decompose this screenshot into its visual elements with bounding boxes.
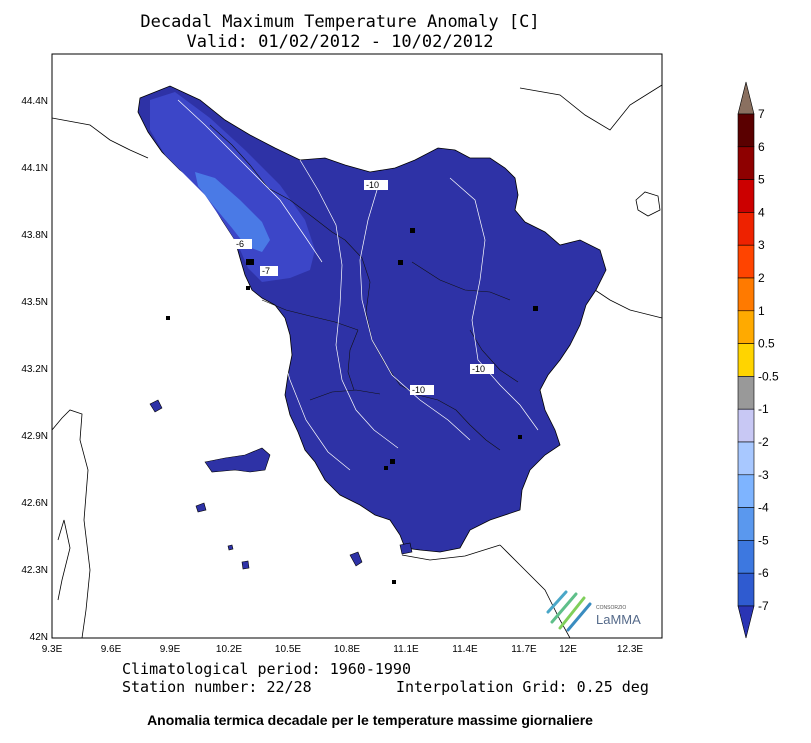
lon-tick-label: 12.3E — [617, 644, 643, 655]
lat-tick-label: 44.4N — [21, 96, 48, 107]
map-title: Decadal Maximum Temperature Anomaly [C] — [140, 12, 540, 32]
legend-label: 3 — [758, 238, 765, 252]
lon-tick-label: 11.4E — [452, 644, 478, 655]
lon-tick-label: 10.5E — [275, 644, 301, 655]
legend-swatch — [737, 474, 755, 508]
lon-tick-label: 12E — [559, 644, 577, 655]
contour-label: -7 — [262, 266, 270, 276]
legend-swatch — [737, 277, 755, 312]
legend-label: 1 — [758, 304, 765, 318]
legend-swatch — [737, 376, 755, 410]
legend-swatch — [737, 113, 755, 148]
lon-tick-label: 10.2E — [216, 644, 242, 655]
lon-tick-label: 9.3E — [42, 644, 63, 655]
contour-label: -6 — [236, 239, 244, 249]
anomaly-band-minus6 — [150, 92, 315, 282]
lamma-logo-small: CONSORZIO — [596, 605, 626, 611]
lon-tick-label: 10.8E — [334, 644, 360, 655]
lamma-logo: CONSORZIO LaMMA — [546, 590, 641, 632]
valid-period: Valid: 01/02/2012 - 10/02/2012 — [186, 32, 494, 52]
legend-label: -5 — [758, 533, 769, 547]
legend-swatch — [737, 179, 755, 213]
legend-swatch — [737, 572, 755, 607]
legend-label: 7 — [758, 107, 765, 121]
legend-label: 4 — [758, 205, 765, 219]
legend-swatch — [737, 343, 755, 377]
anomaly-band-minus5 — [195, 172, 270, 252]
interpolation-grid: Interpolation Grid: 0.25 deg — [396, 678, 649, 696]
lon-tick-label: 11.7E — [511, 644, 537, 655]
contour-label: -10 — [412, 385, 425, 395]
lon-axis: 9.3E 9.6E 9.9E 10.2E 10.5E 10.8E 11.1E 1… — [42, 644, 644, 655]
legend-label: -2 — [758, 435, 769, 449]
lat-tick-label: 43.2N — [21, 364, 48, 375]
legend-swatch — [737, 507, 755, 541]
legend-label: 6 — [758, 140, 765, 154]
legend-label: 5 — [758, 173, 765, 187]
legend-label: -4 — [758, 501, 769, 515]
legend-label: 2 — [758, 271, 765, 285]
lon-tick-label: 9.9E — [160, 644, 181, 655]
islands — [149, 399, 413, 570]
contour-label: -10 — [366, 180, 379, 190]
legend-swatch — [737, 540, 755, 574]
legend-label: -6 — [758, 566, 769, 580]
legend-label: -7 — [758, 599, 769, 613]
lat-axis: 44.4N 44.1N 43.8N 43.5N 43.2N 42.9N 42.6… — [21, 96, 48, 643]
lat-tick-label: 42.3N — [21, 565, 48, 576]
legend-label: 0.5 — [758, 337, 775, 351]
legend-label: -0.5 — [758, 369, 779, 383]
lat-tick-label: 44.1N — [21, 163, 48, 174]
contour-label: -10 — [472, 364, 485, 374]
lon-tick-label: 9.6E — [101, 644, 122, 655]
legend-swatch — [737, 408, 755, 443]
legend-swatch — [737, 146, 755, 180]
climatological-period: Climatological period: 1960-1990 — [122, 660, 411, 678]
lamma-logo-name: LaMMA — [596, 612, 641, 627]
legend-swatch — [737, 310, 755, 344]
legend-label: -1 — [758, 402, 769, 416]
station-number: Station number: 22/28 — [122, 678, 312, 696]
legend-swatch — [737, 441, 755, 476]
legend-swatch — [737, 244, 755, 279]
lat-tick-label: 43.8N — [21, 230, 48, 241]
lon-tick-label: 11.1E — [393, 644, 419, 655]
lat-tick-label: 42N — [30, 632, 48, 643]
lat-tick-label: 42.6N — [21, 498, 48, 509]
lamma-logo-mark — [546, 590, 592, 632]
lat-tick-label: 42.9N — [21, 431, 48, 442]
color-legend: 7 6 5 4 3 2 1 0.5 -0.5 -1 -2 -3 -4 -5 -6 -7 — [737, 81, 779, 639]
station-markers — [166, 228, 538, 584]
contour-lines — [177, 99, 539, 471]
legend-arrow-bottom — [737, 605, 755, 639]
legend-label: -3 — [758, 468, 769, 482]
legend-arrow-top — [737, 81, 755, 115]
contour-label-group: -6 -7 -10 -10 -10 — [234, 180, 494, 395]
caption: Anomalia termica decadale per le tempera… — [147, 712, 593, 728]
legend-swatch — [737, 212, 755, 246]
province-borders — [209, 124, 519, 451]
coastlines — [51, 84, 663, 639]
lat-tick-label: 43.5N — [21, 297, 48, 308]
